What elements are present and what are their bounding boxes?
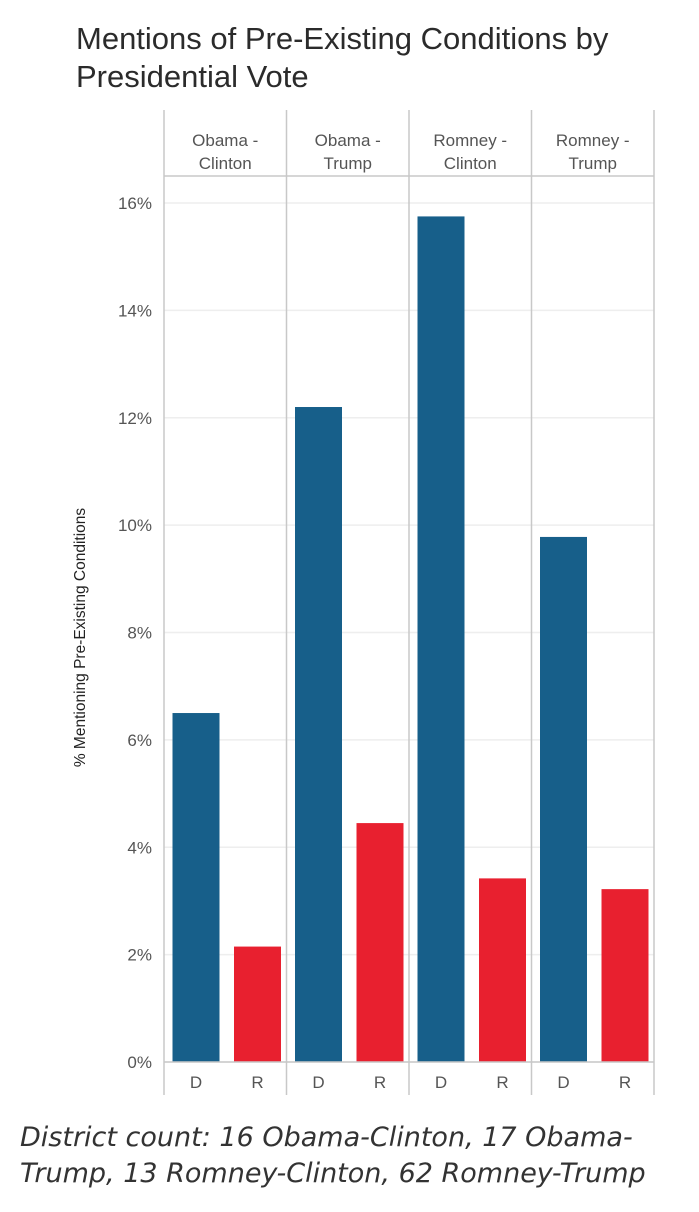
x-tick-label-1-R: R	[374, 1073, 386, 1092]
y-tick-label-1: 2%	[127, 946, 152, 965]
bar-3-R	[601, 889, 649, 1062]
y-tick-label-2: 4%	[127, 838, 152, 857]
bar-1-D	[295, 407, 342, 1062]
facet-label-3-line-0: Romney -	[556, 131, 630, 150]
facet-label-1-line-1: Trump	[324, 154, 373, 173]
facet-label-2-line-0: Romney -	[433, 131, 507, 150]
y-tick-label-6: 12%	[118, 409, 152, 428]
facet-label-2-line-1: Clinton	[444, 154, 497, 173]
x-tick-label-1-D: D	[312, 1073, 324, 1092]
facet-label-0-line-1: Clinton	[199, 154, 252, 173]
y-tick-label-3: 6%	[127, 731, 152, 750]
x-tick-label-0-D: D	[190, 1073, 202, 1092]
x-tick-label-3-R: R	[619, 1073, 631, 1092]
footnote: District count: 16 Obama-Clinton, 17 Oba…	[20, 1122, 646, 1189]
y-tick-label-4: 8%	[127, 624, 152, 643]
x-tick-label-2-R: R	[496, 1073, 508, 1092]
bar-0-D	[172, 713, 220, 1062]
chart-title: Mentions of Pre-Existing Conditions by P…	[76, 21, 609, 94]
bar-2-R	[479, 878, 526, 1062]
x-tick-label-0-R: R	[251, 1073, 263, 1092]
x-tick-label-2-D: D	[435, 1073, 447, 1092]
bar-3-D	[540, 536, 587, 1062]
x-tick-label-3-D: D	[557, 1073, 569, 1092]
y-tick-label-5: 10%	[118, 516, 152, 535]
y-tick-label-8: 16%	[118, 194, 152, 213]
y-tick-label-0: 0%	[127, 1053, 152, 1072]
bar-0-R	[234, 946, 281, 1062]
y-axis-title: % Mentioning Pre-Existing Conditions	[72, 508, 89, 768]
bar-2-D	[417, 216, 465, 1062]
facet-label-0-line-0: Obama -	[192, 131, 258, 150]
facet-label-1-line-0: Obama -	[315, 131, 381, 150]
y-tick-label-7: 14%	[118, 301, 152, 320]
bar-1-R	[356, 823, 404, 1062]
facet-label-3-line-1: Trump	[569, 154, 618, 173]
